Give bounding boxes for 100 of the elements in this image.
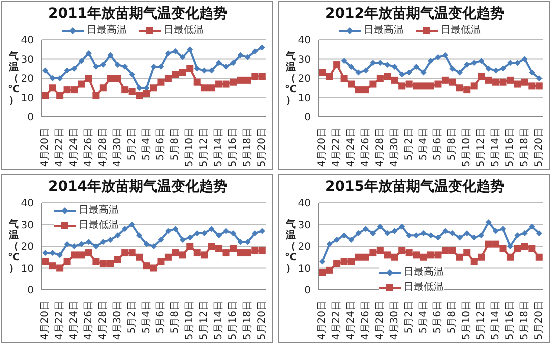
point: [334, 236, 340, 243]
point: [49, 84, 56, 92]
point: [216, 80, 223, 88]
x-tick-label: 5月8日: [447, 301, 458, 334]
point: [230, 245, 237, 252]
x-tick-label: 4月24日: [346, 301, 358, 340]
point: [180, 54, 186, 60]
point: [64, 241, 70, 248]
point: [222, 250, 230, 257]
y-tick-label: 0: [304, 112, 311, 124]
point: [434, 252, 442, 259]
y-tick-label: 40: [298, 198, 311, 210]
legend-label: 日最高温: [364, 25, 404, 37]
point: [320, 258, 326, 265]
point: [536, 82, 543, 90]
x-tick-label: 5月18日: [519, 301, 530, 340]
point: [384, 230, 391, 236]
point: [56, 92, 64, 100]
point: [252, 73, 259, 80]
point: [258, 247, 266, 254]
y-tick-label: 30: [21, 220, 34, 232]
point: [319, 69, 326, 76]
point: [413, 252, 420, 259]
point: [71, 252, 78, 259]
x-tick-label: 5月6日: [432, 128, 444, 161]
point: [100, 260, 107, 268]
point: [158, 236, 164, 243]
point: [406, 70, 412, 76]
x-tick-label: 5月12日: [476, 301, 488, 340]
x-tick-label: 4月22日: [54, 301, 66, 340]
point: [392, 64, 398, 70]
point: [158, 258, 165, 266]
x-tick-label: 5月8日: [170, 128, 182, 161]
point: [122, 226, 128, 232]
point: [514, 245, 522, 252]
point: [151, 244, 157, 250]
chart-title: 2011年放苗期气温变化趋势: [48, 5, 228, 23]
point: [370, 230, 376, 236]
point: [129, 222, 136, 228]
y-tick-label: 30: [298, 54, 311, 66]
x-tick-label: 4月26日: [360, 301, 372, 340]
x-tick-label: 4月30日: [112, 128, 124, 168]
point: [93, 244, 100, 250]
point: [362, 86, 370, 94]
point: [172, 250, 180, 257]
x-tick-label: 5月20日: [256, 128, 268, 168]
x-tick-label: 5月2日: [404, 128, 415, 161]
point: [493, 228, 500, 234]
point: [507, 60, 514, 66]
x-tick-label: 4月20日: [317, 128, 328, 168]
x-tick-label: 4月30日: [389, 128, 400, 168]
point: [348, 64, 355, 70]
chart-title: 2014年放苗期气温变化趋势: [48, 178, 228, 196]
point: [64, 258, 71, 266]
point: [259, 228, 266, 234]
point: [529, 70, 536, 76]
x-tick-label: 4月22日: [54, 128, 66, 168]
x-tick-label: 5月2日: [126, 128, 138, 161]
point: [500, 245, 507, 252]
x-tick-label: 5月4日: [141, 128, 152, 161]
point: [500, 66, 506, 72]
y-tick-label: 30: [298, 220, 311, 232]
point: [72, 244, 78, 250]
point: [57, 252, 64, 258]
point: [442, 76, 449, 84]
point: [376, 247, 384, 254]
x-tick-label: 5月14日: [490, 301, 502, 340]
point: [362, 226, 369, 232]
point: [500, 78, 507, 86]
point: [456, 70, 463, 76]
x-tick-label: 4月28日: [98, 301, 109, 340]
x-tick-label: 4月26日: [360, 128, 372, 168]
y-axis-title: 气温（℃）: [284, 218, 298, 274]
x-tick-label: 5月20日: [534, 128, 545, 168]
x-tick-label: 5月10日: [462, 301, 473, 340]
point: [122, 86, 129, 94]
point: [435, 234, 442, 241]
y-tick-label: 20: [298, 242, 311, 254]
point: [406, 80, 413, 88]
x-tick-label: 5月4日: [141, 301, 152, 334]
x-tick-label: 4月28日: [374, 128, 386, 168]
point: [194, 250, 201, 257]
point: [164, 75, 172, 82]
x-tick-label: 5月18日: [519, 128, 530, 168]
point: [252, 48, 258, 55]
point: [362, 254, 370, 261]
point: [506, 76, 514, 84]
x-tick-label: 5月6日: [432, 301, 444, 334]
point: [492, 240, 500, 248]
point: [64, 86, 71, 94]
point: [341, 58, 348, 64]
x-tick-label: 5月10日: [462, 128, 473, 168]
point: [208, 226, 215, 232]
point: [428, 82, 434, 90]
point: [179, 252, 186, 259]
point: [391, 76, 398, 84]
point: [528, 82, 536, 90]
point: [348, 236, 355, 243]
point: [470, 82, 478, 90]
x-tick-label: 5月6日: [156, 301, 167, 334]
